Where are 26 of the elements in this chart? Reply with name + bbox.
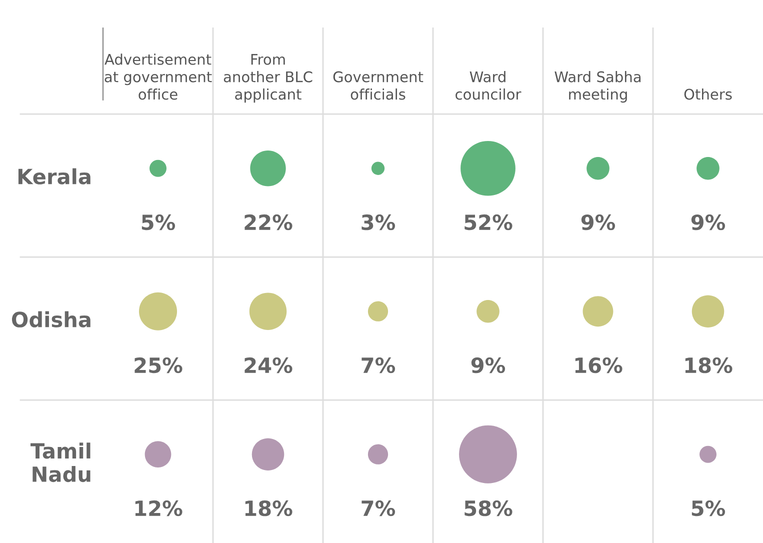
data-label: 5%: [692, 500, 726, 516]
data-label: 3%: [362, 214, 396, 230]
data-label: 9%: [691, 214, 726, 230]
data-label: 25%: [134, 357, 182, 374]
data-label: 58%: [464, 500, 512, 516]
data-label: 22%: [244, 214, 292, 230]
category-label: Ward Sabha meeting: [554, 71, 641, 103]
category-label: From another BLC applicant: [224, 54, 312, 103]
category-label: Advertisement at government office: [104, 54, 212, 100]
category-label: Ward councilor: [456, 71, 522, 100]
category-label: Government officials: [333, 71, 424, 100]
data-label: 24%: [244, 357, 292, 374]
data-label: 5%: [142, 214, 176, 230]
data-label: 9%: [471, 357, 506, 374]
data-label: 16%: [575, 357, 622, 374]
data-label: 18%: [685, 357, 732, 374]
data-label: 7%: [362, 357, 396, 374]
data-label: 9%: [581, 214, 616, 230]
data-label: 7%: [362, 500, 396, 516]
category-label: Kerala: [18, 168, 90, 184]
data-label: 12%: [135, 500, 182, 516]
category-label: Others: [684, 88, 732, 100]
data-label: 52%: [464, 214, 512, 230]
category-label: Odisha: [12, 311, 90, 328]
category-label: Tamil Nadu: [30, 442, 90, 482]
data-label: 18%: [245, 500, 292, 516]
